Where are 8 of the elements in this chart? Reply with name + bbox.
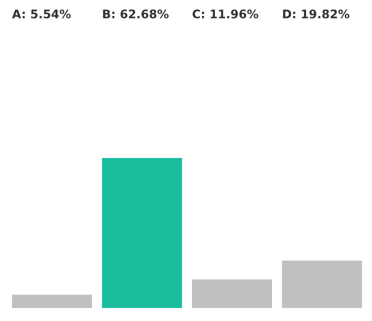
bar	[192, 279, 272, 308]
bar	[102, 158, 182, 308]
bar	[12, 294, 92, 308]
bar	[282, 260, 362, 308]
data-label: B: 62.68%	[103, 9, 169, 18]
data-label: D: 19.82%	[283, 9, 350, 18]
data-label: A: 5.54%	[12, 9, 71, 18]
data-label: C: 11.96%	[192, 9, 258, 18]
